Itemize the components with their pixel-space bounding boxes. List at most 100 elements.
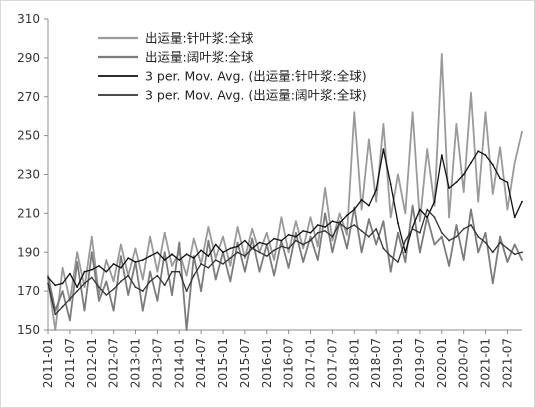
data-point xyxy=(54,313,57,316)
data-point xyxy=(360,251,363,254)
data-point xyxy=(141,278,144,281)
y-axis: 150 170 190 210 230 250 270 290 310 xyxy=(17,12,49,337)
data-point xyxy=(141,259,144,261)
series-1 xyxy=(47,53,523,331)
data-point xyxy=(149,270,152,273)
data-point xyxy=(440,53,443,55)
data-point xyxy=(316,259,319,261)
data-point xyxy=(280,245,283,248)
data-point xyxy=(462,259,465,261)
data-point xyxy=(331,220,334,223)
data-point xyxy=(244,257,246,259)
data-point xyxy=(47,282,49,285)
data-point xyxy=(462,191,465,193)
y-tick-label: 150 xyxy=(17,323,40,337)
data-point xyxy=(491,163,494,166)
x-tick-label: 2021-07 xyxy=(500,338,514,388)
data-point xyxy=(127,274,130,277)
data-point xyxy=(484,241,487,244)
data-point xyxy=(331,239,334,242)
data-point xyxy=(309,239,312,242)
data-point xyxy=(433,243,436,246)
x-tick-label: 2017-01 xyxy=(304,338,318,388)
data-point xyxy=(491,282,494,285)
data-point xyxy=(331,251,334,254)
data-point xyxy=(61,290,64,292)
x-tick-label: 2016-07 xyxy=(282,338,296,388)
data-point xyxy=(192,274,195,277)
data-point xyxy=(397,173,399,176)
data-point xyxy=(295,231,297,234)
data-point xyxy=(258,270,261,273)
data-point xyxy=(521,130,523,133)
series-line xyxy=(47,148,523,288)
x-tick-label: 2012-01 xyxy=(85,338,99,388)
data-point xyxy=(455,181,458,184)
x-tick-label: 2020-07 xyxy=(457,338,471,388)
data-point xyxy=(98,286,100,289)
data-point xyxy=(214,278,217,281)
x-tick-label: 2019-01 xyxy=(391,338,405,388)
data-point xyxy=(214,243,217,246)
data-point xyxy=(287,266,290,269)
data-point xyxy=(265,231,268,234)
data-point xyxy=(506,208,509,211)
data-point xyxy=(462,228,465,230)
data-point xyxy=(309,235,312,238)
data-point xyxy=(324,187,326,190)
data-point xyxy=(404,212,407,215)
data-point xyxy=(346,247,348,250)
data-point xyxy=(302,230,305,232)
data-point xyxy=(484,231,487,234)
data-point xyxy=(338,222,341,225)
y-tick-label: 170 xyxy=(17,284,40,298)
y-tick-label: 210 xyxy=(17,206,40,220)
data-point xyxy=(83,309,86,312)
data-point xyxy=(316,231,319,234)
series-layer xyxy=(47,53,523,331)
data-point xyxy=(462,173,465,176)
data-point xyxy=(513,253,516,256)
data-point xyxy=(375,189,378,191)
data-point xyxy=(141,290,144,292)
data-point xyxy=(171,253,173,256)
data-point xyxy=(324,230,326,232)
data-point xyxy=(309,216,312,219)
data-point xyxy=(477,235,480,238)
y-tick-label: 270 xyxy=(17,90,40,104)
data-point xyxy=(506,181,509,184)
data-point xyxy=(316,245,319,248)
data-point xyxy=(98,299,100,302)
x-tick-label: 2014-07 xyxy=(194,338,208,388)
data-point xyxy=(426,148,429,151)
data-point xyxy=(229,257,232,259)
data-point xyxy=(163,259,166,261)
data-point xyxy=(112,280,115,283)
data-point xyxy=(265,255,268,257)
data-point xyxy=(90,268,93,271)
data-point xyxy=(76,251,79,254)
data-point xyxy=(112,288,115,291)
x-axis: 2011-01 2011-07 2012-01 2012-07 2013-01 2013-… xyxy=(41,329,522,388)
data-point xyxy=(521,259,523,261)
data-point xyxy=(47,276,49,279)
series-3 xyxy=(47,148,523,289)
data-point xyxy=(419,231,421,234)
data-point xyxy=(134,286,137,289)
data-point xyxy=(192,257,195,259)
data-point xyxy=(149,255,152,257)
data-point xyxy=(470,224,472,226)
data-point xyxy=(236,226,239,228)
x-tick-label: 2015-01 xyxy=(216,338,230,388)
data-point xyxy=(149,280,152,283)
data-point xyxy=(287,233,290,236)
x-tick-label: 2013-07 xyxy=(150,338,164,388)
data-point xyxy=(346,214,348,217)
data-point xyxy=(499,235,501,238)
data-point xyxy=(419,220,421,223)
series-2 xyxy=(47,204,523,331)
data-point xyxy=(222,251,224,254)
data-point xyxy=(134,261,137,263)
data-point xyxy=(120,266,122,269)
